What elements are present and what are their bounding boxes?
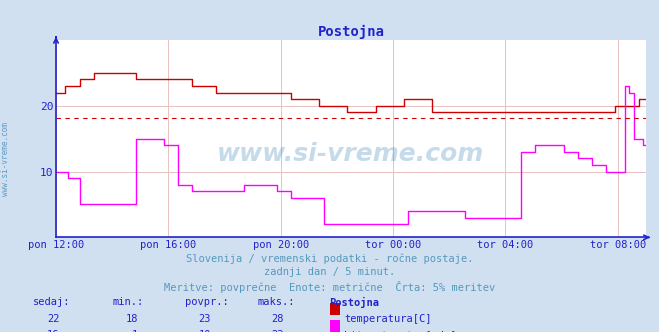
Text: 10: 10 bbox=[198, 330, 211, 332]
Text: hitrost vetra[m/s]: hitrost vetra[m/s] bbox=[344, 330, 457, 332]
Text: www.si-vreme.com: www.si-vreme.com bbox=[1, 123, 10, 196]
Text: maks.:: maks.: bbox=[257, 297, 295, 307]
Title: Postojna: Postojna bbox=[318, 25, 384, 39]
Text: 23: 23 bbox=[198, 314, 211, 324]
Text: 1: 1 bbox=[132, 330, 138, 332]
Text: 22: 22 bbox=[47, 314, 59, 324]
Text: 18: 18 bbox=[126, 314, 138, 324]
Text: sedaj:: sedaj: bbox=[33, 297, 71, 307]
Text: zadnji dan / 5 minut.: zadnji dan / 5 minut. bbox=[264, 267, 395, 277]
Text: 28: 28 bbox=[271, 314, 283, 324]
Text: www.si-vreme.com: www.si-vreme.com bbox=[217, 142, 484, 166]
Text: 16: 16 bbox=[47, 330, 59, 332]
Text: Postojna: Postojna bbox=[330, 297, 380, 308]
Text: min.:: min.: bbox=[112, 297, 143, 307]
Text: povpr.:: povpr.: bbox=[185, 297, 228, 307]
Text: temperatura[C]: temperatura[C] bbox=[344, 314, 432, 324]
Text: 23: 23 bbox=[271, 330, 283, 332]
Text: Meritve: povprečne  Enote: metrične  Črta: 5% meritev: Meritve: povprečne Enote: metrične Črta:… bbox=[164, 281, 495, 292]
Text: Slovenija / vremenski podatki - ročne postaje.: Slovenija / vremenski podatki - ročne po… bbox=[186, 254, 473, 265]
